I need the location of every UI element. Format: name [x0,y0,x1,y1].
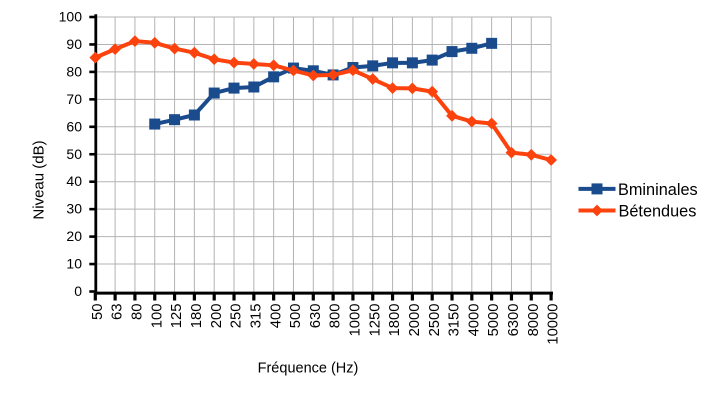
svg-text:80: 80 [66,63,82,79]
svg-text:90: 90 [66,36,82,52]
svg-text:60: 60 [66,118,82,134]
svg-text:180: 180 [189,304,205,329]
svg-text:Fréquence (Hz): Fréquence (Hz) [258,361,359,377]
svg-text:50: 50 [66,146,82,162]
svg-text:2000: 2000 [407,304,423,337]
svg-text:Bmininales: Bmininales [618,181,698,199]
svg-text:250: 250 [229,304,245,329]
svg-text:1800: 1800 [387,304,403,337]
svg-text:100: 100 [59,9,83,25]
svg-text:500: 500 [288,304,304,329]
svg-text:10: 10 [66,256,82,272]
svg-text:3150: 3150 [447,304,463,337]
svg-text:5000: 5000 [486,304,502,337]
svg-text:Niveau (dB): Niveau (dB) [31,140,48,219]
svg-text:63: 63 [110,304,126,320]
svg-text:30: 30 [66,201,82,217]
svg-text:315: 315 [248,304,264,329]
svg-text:80: 80 [130,304,146,320]
svg-text:50: 50 [90,304,106,320]
svg-text:400: 400 [268,304,284,329]
svg-text:100: 100 [149,304,165,329]
svg-text:0: 0 [74,283,82,299]
svg-text:6300: 6300 [506,304,522,337]
svg-text:10000: 10000 [546,304,562,345]
svg-text:125: 125 [169,304,185,329]
svg-text:1000: 1000 [348,304,364,337]
svg-text:8000: 8000 [526,304,542,337]
svg-text:800: 800 [328,304,344,329]
svg-text:40: 40 [66,173,82,189]
svg-text:Bétendues: Bétendues [619,202,697,220]
svg-text:4000: 4000 [466,304,482,337]
svg-text:630: 630 [308,304,324,329]
svg-text:1250: 1250 [367,304,383,337]
svg-text:70: 70 [66,91,82,107]
svg-text:200: 200 [209,304,225,329]
svg-text:20: 20 [66,228,82,244]
svg-text:2500: 2500 [427,304,443,337]
